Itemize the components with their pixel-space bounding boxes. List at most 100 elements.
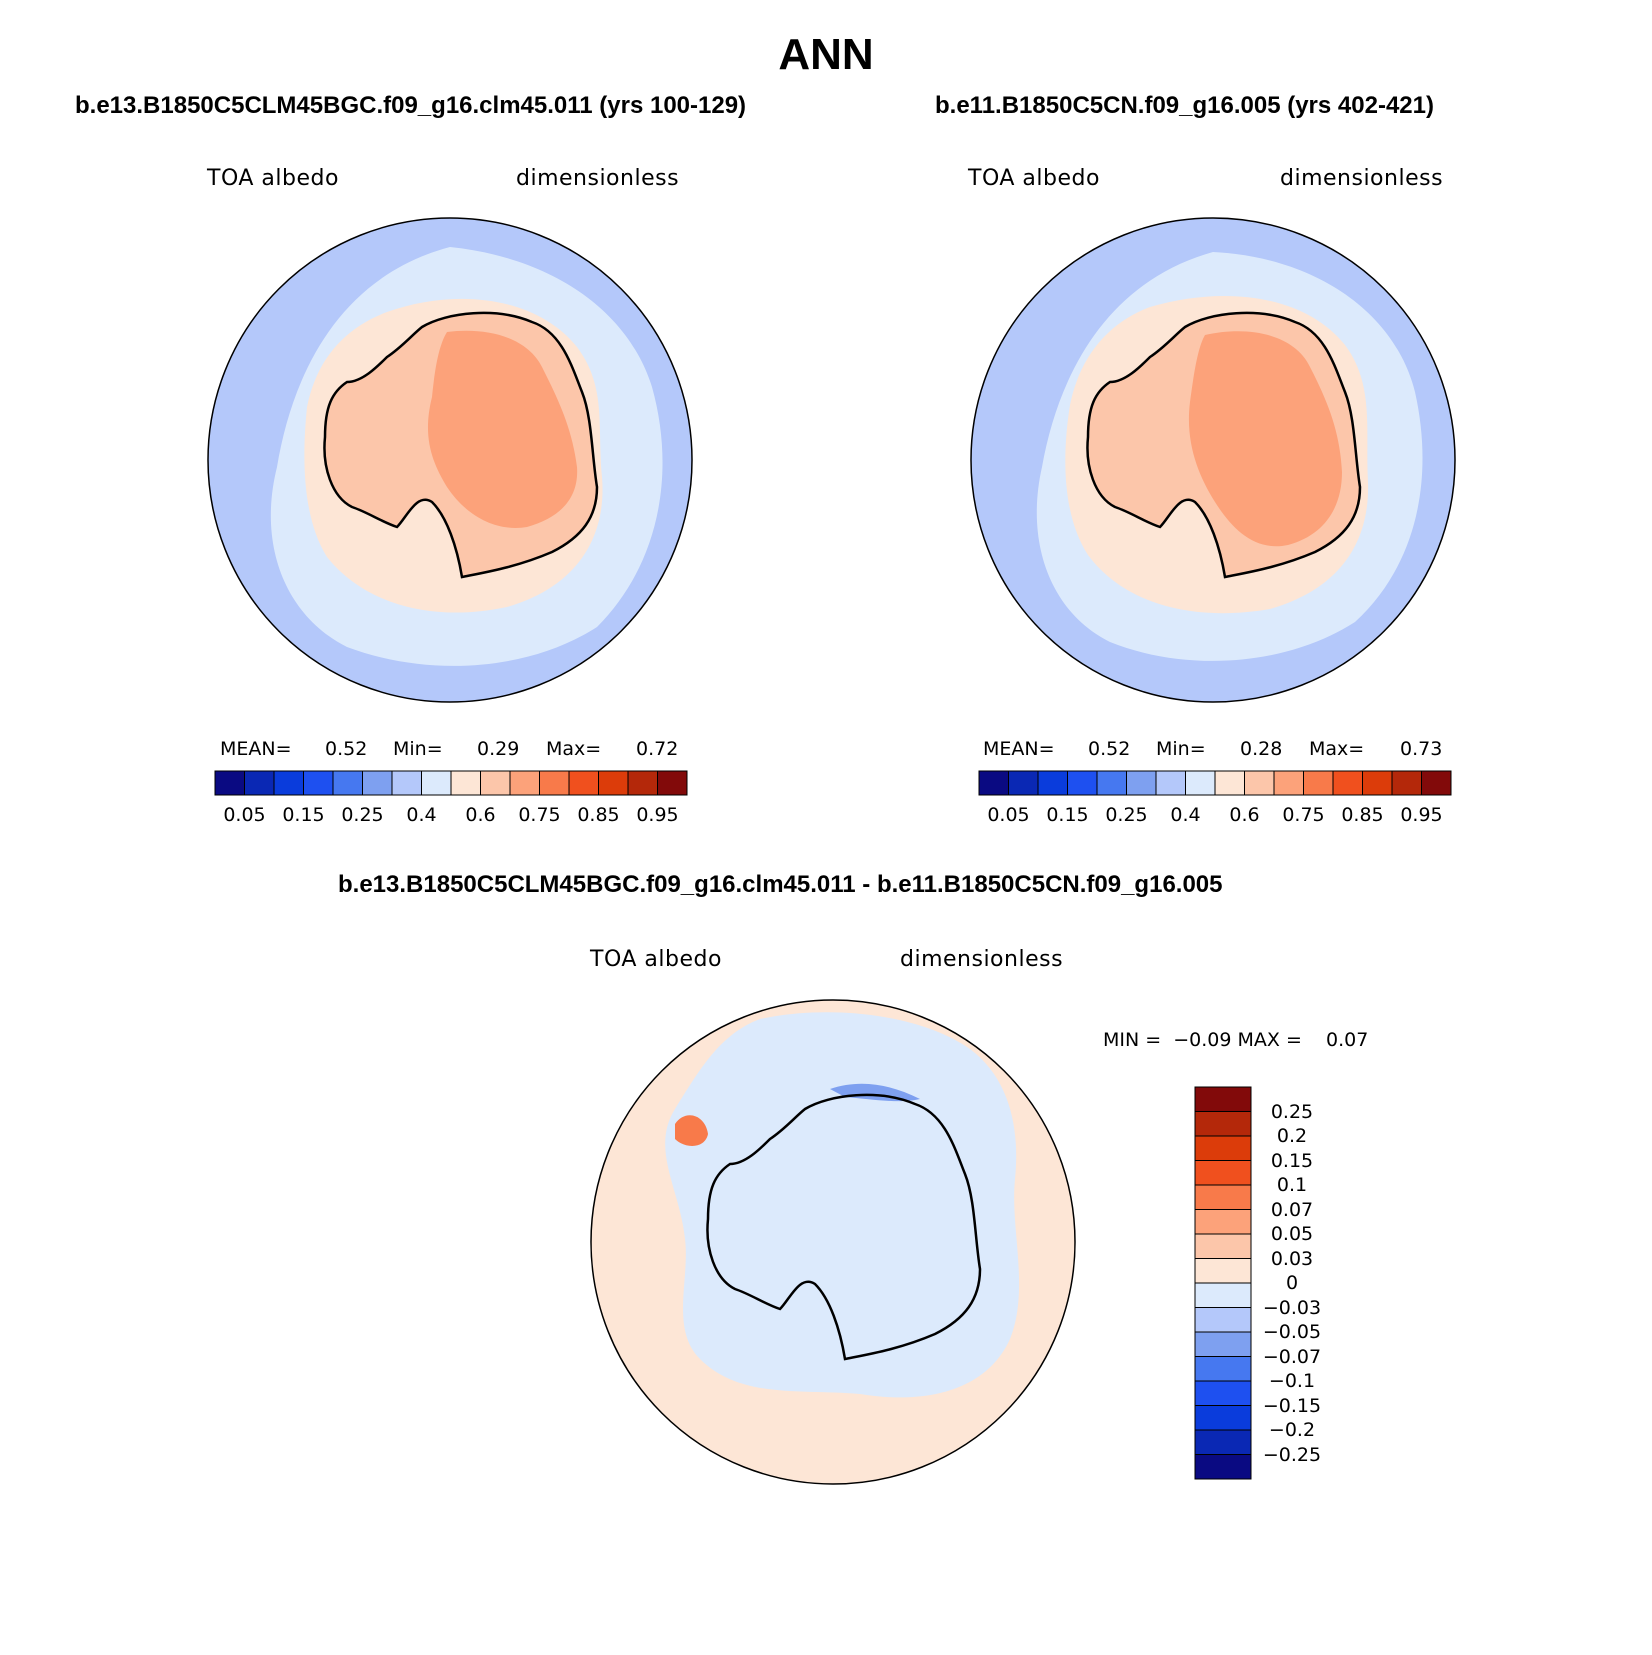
colorbar-swatch [1008, 770, 1039, 796]
diff-map [590, 999, 1076, 1485]
colorbar-swatch [1194, 1209, 1252, 1235]
colorbar-tick-label: 0.05 [223, 804, 266, 826]
panel2-min-label: Min= [1156, 738, 1206, 760]
colorbar-tick-label: 0.4 [406, 804, 437, 826]
colorbar-tick-label: −0.05 [1262, 1321, 1322, 1343]
colorbar-swatch [1194, 1282, 1252, 1308]
colorbar-tick-label: 0.6 [465, 804, 496, 826]
colorbar-tick-label: 0.07 [1270, 1198, 1314, 1221]
colorbar-swatch [1194, 1356, 1252, 1382]
panel2-units-label: dimensionless [1280, 166, 1444, 191]
colorbar-tick-label: 0.05 [1270, 1223, 1314, 1245]
colorbar-tick-label: −0.03 [1262, 1296, 1322, 1319]
diff-negative-region [665, 1012, 1020, 1398]
colorbar-swatch [657, 770, 688, 796]
panel1-max-label: Max= [546, 738, 602, 760]
colorbar-swatch [1391, 770, 1422, 796]
colorbar-tick-label: 0.95 [636, 804, 679, 826]
colorbar-swatch [1194, 1135, 1252, 1161]
colorbar-tick-label: 0.95 [1400, 804, 1443, 826]
diff-strong-positive [675, 1115, 708, 1146]
colorbar-tick-label: 0.85 [577, 804, 620, 826]
colorbar-tick-label: 0.15 [282, 804, 325, 826]
colorbar-tick-label: 0 [1285, 1272, 1299, 1294]
colorbar-swatch [450, 770, 481, 796]
colorbar-swatch [1067, 770, 1098, 796]
colorbar-tick-label: −0.25 [1262, 1443, 1322, 1466]
colorbar-swatch [1214, 770, 1245, 796]
panel1-colorbar [214, 770, 688, 796]
colorbar-tick-label: −0.1 [1268, 1370, 1316, 1392]
colorbar-swatch [1194, 1405, 1252, 1431]
panel2-map [970, 217, 1456, 703]
colorbar-swatch [1194, 1258, 1252, 1284]
colorbar-swatch [273, 770, 304, 796]
colorbar-swatch [1332, 770, 1363, 796]
panel2-min-value: 0.28 [1240, 738, 1283, 760]
panel1-min-value: 0.29 [477, 738, 520, 760]
colorbar-swatch [978, 770, 1009, 796]
colorbar-tick-label: 0.75 [518, 804, 561, 826]
colorbar-swatch [1194, 1233, 1252, 1259]
panel2-mean-value: 0.52 [1088, 738, 1131, 760]
colorbar-swatch [1194, 1111, 1252, 1137]
colorbar-swatch [539, 770, 570, 796]
colorbar-tick-label: 0.03 [1270, 1247, 1314, 1270]
antarctica-interior [1188, 331, 1342, 547]
diff-minmax-text: MIN = −0.09 MAX = 0.07 [1103, 1029, 1369, 1051]
panel2-max-value: 0.73 [1400, 738, 1443, 760]
colorbar-swatch [1194, 1331, 1252, 1357]
colorbar-swatch [1194, 1086, 1252, 1112]
colorbar-swatch [1194, 1454, 1252, 1480]
colorbar-swatch [1194, 1307, 1252, 1333]
colorbar-swatch [568, 770, 599, 796]
colorbar-tick-label: −0.07 [1262, 1345, 1322, 1368]
colorbar-swatch [421, 770, 452, 796]
colorbar-swatch [480, 770, 511, 796]
panel1-mean-label: MEAN= [220, 738, 292, 760]
panel1-max-value: 0.72 [636, 738, 679, 760]
colorbar-tick-label: 0.4 [1170, 804, 1201, 826]
panel1-variable-label: TOA albedo [207, 166, 339, 191]
colorbar-swatch [509, 770, 540, 796]
colorbar-tick-label: 0.25 [1105, 804, 1148, 826]
panel2-case-title: b.e11.B1850C5CN.f09_g16.005 (yrs 402-421… [935, 92, 1434, 119]
colorbar-tick-label: 0.1 [1276, 1174, 1308, 1196]
colorbar-swatch [1194, 1160, 1252, 1186]
panel1-units-label: dimensionless [516, 166, 680, 191]
panel2-colorbar [978, 770, 1452, 796]
colorbar-tick-label: −0.15 [1262, 1394, 1322, 1417]
colorbar-tick-label: 0.25 [1270, 1100, 1314, 1123]
colorbar-swatch [1126, 770, 1157, 796]
diff-case-title: b.e13.B1850C5CLM45BGC.f09_g16.clm45.011 … [338, 871, 1223, 898]
colorbar-swatch [391, 770, 422, 796]
colorbar-swatch [214, 770, 245, 796]
colorbar-tick-label: 0.15 [1270, 1149, 1314, 1172]
colorbar-swatch [1244, 770, 1275, 796]
colorbar-tick-label: −0.2 [1268, 1419, 1316, 1441]
colorbar-swatch [1421, 770, 1452, 796]
diff-colorbar [1194, 1086, 1252, 1480]
colorbar-swatch [1037, 770, 1068, 796]
colorbar-swatch [1362, 770, 1393, 796]
colorbar-swatch [627, 770, 658, 796]
diff-variable-label: TOA albedo [590, 947, 722, 972]
colorbar-swatch [244, 770, 275, 796]
page-title: ANN [778, 30, 874, 79]
panel2-max-label: Max= [1309, 738, 1365, 760]
colorbar-tick-label: 0.85 [1341, 804, 1384, 826]
antarctica-coastline [706, 1093, 982, 1361]
colorbar-tick-label: 0.25 [341, 804, 384, 826]
colorbar-swatch [1185, 770, 1216, 796]
panel2-variable-label: TOA albedo [968, 166, 1100, 191]
colorbar-swatch [303, 770, 334, 796]
colorbar-swatch [1273, 770, 1304, 796]
panel1-mean-value: 0.52 [325, 738, 368, 760]
colorbar-tick-label: 0.15 [1046, 804, 1089, 826]
colorbar-tick-label: 0.2 [1276, 1125, 1308, 1147]
colorbar-swatch [1155, 770, 1186, 796]
colorbar-swatch [1096, 770, 1127, 796]
colorbar-tick-label: 0.75 [1282, 804, 1325, 826]
diff-units-label: dimensionless [900, 947, 1064, 972]
colorbar-swatch [1194, 1184, 1252, 1210]
